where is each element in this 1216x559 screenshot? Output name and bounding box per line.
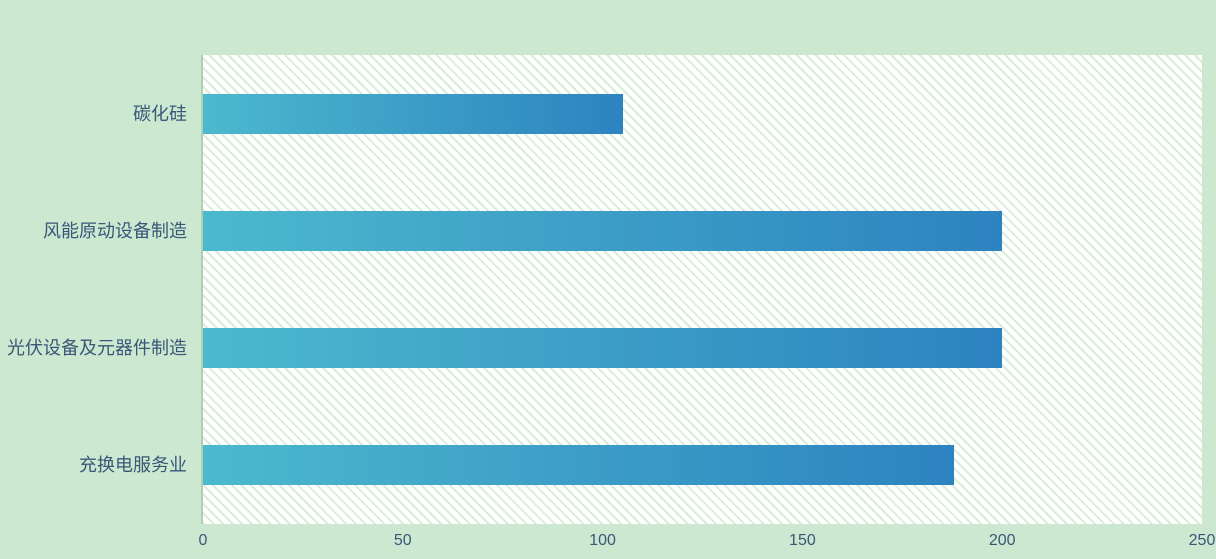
y-axis-label-3: 充换电服务业 [79,455,187,476]
x-axis-tick-0: 0 [198,532,208,549]
chart-bar-0[interactable] [203,93,623,134]
y-axis-label-1: 风能原动设备制造 [43,220,187,241]
chart-bar-2[interactable] [203,328,1003,369]
x-axis-tick-1: 50 [393,532,412,549]
x-axis-tick-5: 250 [1188,532,1216,549]
chart-bar-1[interactable] [203,210,1003,251]
y-axis-label-0: 碳化硅 [133,103,187,124]
x-axis-tick-3: 150 [789,532,816,549]
x-axis: 0 50 100 150 200 250 [199,529,1216,553]
y-axis-label-2: 光伏设备及元器件制造 [7,338,187,359]
x-axis-tick-2: 100 [589,532,616,549]
plot-area [203,55,1202,524]
x-axis-tick-4: 200 [988,532,1016,549]
y-axis: 碳化硅风能原动设备制造光伏设备及元器件制造充换电服务业 [0,55,195,524]
chart-bar-3[interactable] [203,445,955,486]
